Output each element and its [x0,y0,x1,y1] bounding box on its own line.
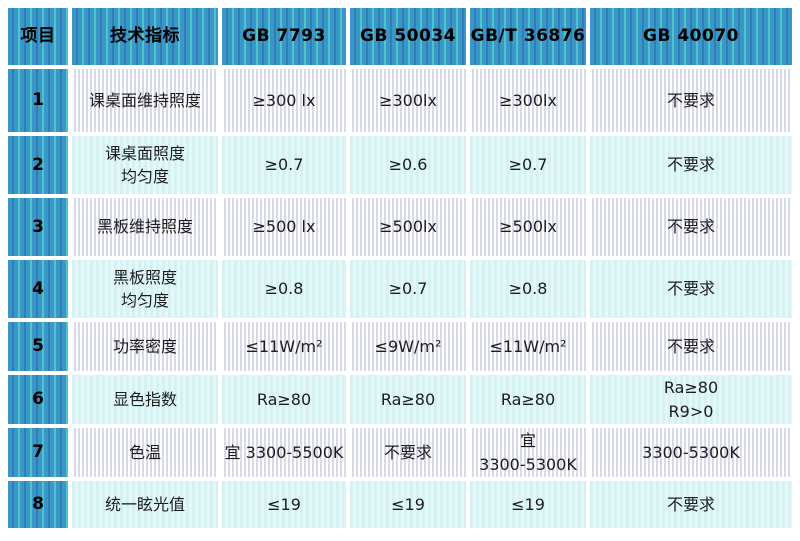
gb50034-cell: ≥0.6 [350,136,466,194]
gb50034-cell: ≥300lx [350,69,466,132]
indicator-cell: 功率密度 [72,322,218,371]
indicator-cell: 黑板照度 均匀度 [72,260,218,318]
gb50034-cell: ≥0.7 [350,260,466,318]
gb40070-cell: 不要求 [590,322,792,371]
row-number-cell: 7 [8,428,68,477]
row-number-cell: 6 [8,375,68,424]
gb50034-cell: 不要求 [350,428,466,477]
gbt36876-cell: ≥0.8 [470,260,586,318]
indicator-cell: 统一眩光值 [72,481,218,528]
gbt36876-cell: ≥300lx [470,69,586,132]
gb7793-cell: ≥300 lx [222,69,346,132]
gb7793-cell: ≥0.7 [222,136,346,194]
gb50034-cell: ≥500lx [350,198,466,256]
gbt36876-cell: ≤19 [470,481,586,528]
gb40070-cell: 不要求 [590,481,792,528]
row-number-cell: 4 [8,260,68,318]
gbt36876-cell: ≤11W/m² [470,322,586,371]
gb40070-cell: 3300-5300K [590,428,792,477]
gb50034-cell: ≤19 [350,481,466,528]
gb7793-cell: ≥0.8 [222,260,346,318]
header-col-gb40070: GB 40070 [590,8,792,65]
indicator-cell: 课桌面照度 均匀度 [72,136,218,194]
standards-table: 项目 技术指标 GB 7793 GB 50034 GB/T 36876 GB 4… [8,8,792,528]
gbt36876-cell: 宜 3300-5300K [470,428,586,477]
gb50034-cell: ≤9W/m² [350,322,466,371]
header-col-gbt36876: GB/T 36876 [470,8,586,65]
gb40070-cell: 不要求 [590,136,792,194]
gb40070-cell: Ra≥80 R9>0 [590,375,792,424]
gbt36876-cell: ≥500lx [470,198,586,256]
gb7793-cell: Ra≥80 [222,375,346,424]
row-number-cell: 8 [8,481,68,528]
header-col-gb50034: GB 50034 [350,8,466,65]
indicator-cell: 显色指数 [72,375,218,424]
gb7793-cell: ≤19 [222,481,346,528]
row-number-cell: 2 [8,136,68,194]
row-number-cell: 5 [8,322,68,371]
header-col-gb7793: GB 7793 [222,8,346,65]
indicator-cell: 黑板维持照度 [72,198,218,256]
gb40070-cell: 不要求 [590,69,792,132]
gb7793-cell: ≤11W/m² [222,322,346,371]
gbt36876-cell: ≥0.7 [470,136,586,194]
header-col-item: 项目 [8,8,68,65]
gb50034-cell: Ra≥80 [350,375,466,424]
standards-grid: 项目 技术指标 GB 7793 GB 50034 GB/T 36876 GB 4… [8,8,792,528]
gb7793-cell: ≥500 lx [222,198,346,256]
header-col-indicator: 技术指标 [72,8,218,65]
indicator-cell: 色温 [72,428,218,477]
gbt36876-cell: Ra≥80 [470,375,586,424]
row-number-cell: 1 [8,69,68,132]
indicator-cell: 课桌面维持照度 [72,69,218,132]
gb7793-cell: 宜 3300-5500K [222,428,346,477]
gb40070-cell: 不要求 [590,260,792,318]
row-number-cell: 3 [8,198,68,256]
gb40070-cell: 不要求 [590,198,792,256]
